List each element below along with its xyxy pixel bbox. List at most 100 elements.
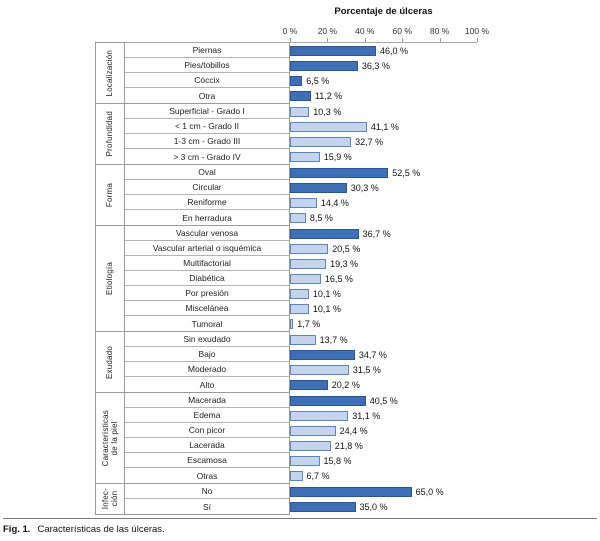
group-label: Infec- ción — [100, 488, 119, 510]
category-label: Miscelánea — [125, 301, 289, 316]
value-label: 20,2 % — [331, 379, 360, 390]
value-label: 10,1 % — [312, 288, 341, 299]
bar-row: 10,1 % — [290, 286, 565, 301]
category-label: Con picor — [125, 423, 289, 438]
group-block: Infec- ción No Sí — [96, 483, 289, 514]
bar-row: 13,7 % — [290, 332, 565, 347]
bar-row: 6,5 % — [290, 73, 565, 88]
bar-row: 11,2 % — [290, 88, 565, 103]
bar-row: 15,8 % — [290, 453, 565, 468]
value-label: 21,8 % — [334, 440, 363, 451]
bar-row: 36,3 % — [290, 58, 565, 73]
bar-row: 10,1 % — [290, 301, 565, 316]
bar-row: 14,4 % — [290, 195, 565, 210]
group-label: Características de la piel — [100, 409, 119, 467]
category-label: < 1 cm - Grado II — [125, 119, 289, 134]
bar-row: 34,7 % — [290, 347, 565, 362]
group-rows: Sin exudado Bajo Moderado Alto — [125, 332, 289, 392]
bar — [290, 288, 309, 299]
value-label: 31,1 % — [352, 410, 381, 421]
group-label-cell: Profundidad — [96, 104, 125, 164]
chart-body: Localización Piernas Pies/tobillos Cóccix Ot… — [95, 42, 565, 515]
category-label: Multifactorial — [125, 256, 289, 271]
bar — [290, 106, 310, 117]
category-label: Oval — [125, 165, 289, 180]
value-label: 32,7 % — [355, 136, 384, 147]
value-label: 15,8 % — [323, 455, 352, 466]
value-label: 6,5 % — [306, 75, 330, 86]
plot-area: 46,0 % 36,3 % 6,5 % 11,2 % 10,3 % 41,1 % 32,7 … — [290, 42, 565, 515]
plot-group: 65,0 % 35,0 % — [290, 483, 565, 514]
group-label: Forma — [105, 182, 115, 208]
bar-row: 35,0 % — [290, 499, 565, 514]
value-label: 41,1 % — [370, 121, 399, 132]
group-block: Forma Oval Circular Reniforme En herradura — [96, 164, 289, 225]
value-label: 24,4 % — [339, 425, 368, 436]
group-block: Profundidad Superficial - Grado I < 1 cm -… — [96, 103, 289, 164]
category-label: Alto — [199, 379, 215, 390]
group-label-cell: Exudado — [96, 332, 125, 392]
plot-group: 46,0 % 36,3 % 6,5 % 11,2 % — [290, 43, 565, 103]
value-label: 16,5 % — [324, 273, 353, 284]
bar — [290, 151, 320, 162]
value-label: 46,0 % — [380, 45, 409, 56]
bar-row: 24,4 % — [290, 423, 565, 438]
axis-tick-label: 40 % — [355, 26, 375, 36]
plot-group: 10,3 % 41,1 % 32,7 % 15,9 % — [290, 103, 565, 164]
plot-group: 40,5 % 31,1 % 24,4 % 21,8 % 15,8 % 6,7 % — [290, 392, 565, 483]
group-rows: Macerada Edema Con picor Lacerada Escamosa Ot… — [125, 393, 289, 483]
value-label: 6,7 % — [306, 470, 330, 481]
category-label: Macerada — [125, 393, 289, 408]
value-label: 11,2 % — [314, 90, 343, 101]
category-label: Por presión — [125, 286, 289, 301]
category-label: Superficial - Grado I — [125, 104, 289, 119]
group-rows: No Sí — [125, 484, 289, 514]
bar — [290, 425, 336, 436]
group-block: Localización Piernas Pies/tobillos Cóccix Ot… — [96, 43, 289, 103]
group-label: Localización — [105, 49, 115, 97]
group-label-cell: Forma — [96, 165, 125, 225]
value-label: 34,7 % — [358, 349, 387, 360]
category-label: Sin exudado — [125, 332, 289, 347]
group-rows: Superficial - Grado I < 1 cm - Grado II 1-… — [125, 104, 289, 164]
bar — [290, 486, 412, 497]
bar-row: 8,5 % — [290, 210, 565, 225]
bar — [290, 349, 355, 360]
category-label: Moderado — [125, 362, 289, 377]
bar-row: 52,5 % — [290, 165, 565, 180]
axis-tick-label: 80 % — [429, 26, 450, 36]
bar — [290, 303, 309, 314]
value-label: 40,5 % — [369, 395, 398, 406]
bar — [290, 440, 331, 451]
bar — [290, 501, 356, 512]
bar-row: 6,7 % — [290, 468, 565, 483]
category-label: Pies/tobillos — [125, 58, 289, 73]
plot-group: 36,7 % 20,5 % 19,3 % 16,5 % 10,1 % 10,1 % 1,7 … — [290, 225, 565, 331]
axis-tick-label: 60 % — [392, 26, 412, 36]
value-label: 14,4 % — [320, 197, 349, 208]
value-label: 20,5 % — [332, 243, 361, 254]
group-rows: Vascular venosa Vascular arterial o isqué… — [125, 226, 289, 331]
group-label: Exudado — [105, 345, 115, 379]
category-label: > 3 cm - Grado IV — [173, 151, 241, 162]
bar-row: 65,0 % — [290, 484, 565, 499]
bar — [290, 121, 367, 132]
group-label-cell: Características de la piel — [96, 393, 125, 483]
group-label: Etiología — [105, 262, 115, 295]
category-label: Vascular venosa — [125, 226, 289, 241]
category-label: En herradura — [182, 212, 232, 223]
bar-row: 41,1 % — [290, 119, 565, 134]
group-block: Etiología Vascular venosa Vascular arteria… — [96, 225, 289, 331]
value-label: 13,7 % — [319, 334, 348, 345]
bar — [290, 379, 328, 390]
category-label: Reniforme — [125, 195, 289, 210]
bar — [290, 243, 329, 254]
bar — [290, 75, 303, 86]
axis-tick-mark — [439, 38, 441, 42]
bar — [290, 212, 306, 223]
value-label: 65,0 % — [415, 486, 444, 497]
bar-row: 20,5 % — [290, 241, 565, 256]
bar — [290, 364, 349, 375]
category-label: 1-3 cm - Grado III — [125, 134, 289, 149]
